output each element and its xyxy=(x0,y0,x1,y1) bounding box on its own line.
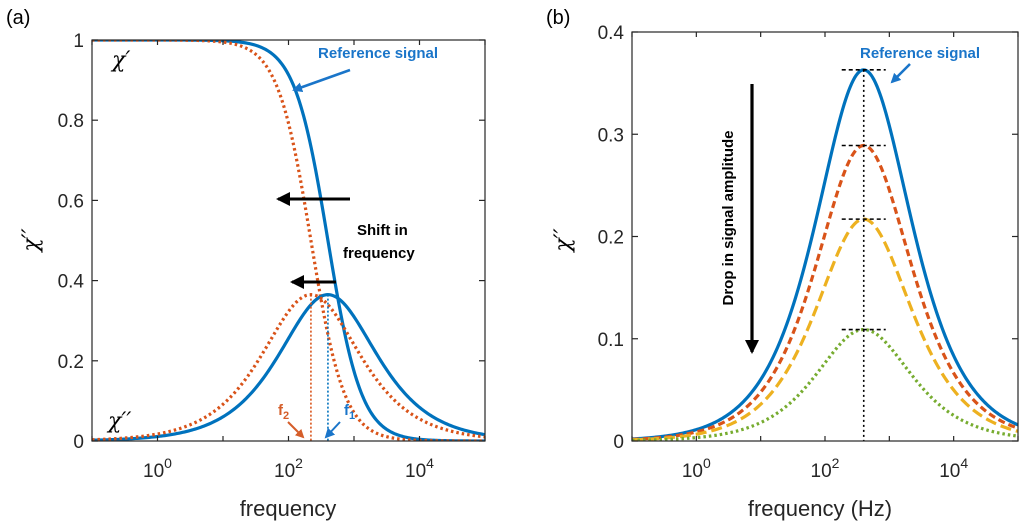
svg-text:f1: f1 xyxy=(344,402,355,422)
svg-text:f2: f2 xyxy=(278,402,289,422)
chi-imag-label: χ′′ xyxy=(106,409,131,434)
y-tick-label: 1 xyxy=(73,31,84,52)
amplitude-80-line xyxy=(632,143,1018,441)
panel-a-reference-arrow xyxy=(292,68,351,93)
x-tick-label: 100 xyxy=(143,455,172,482)
y-tick-label: 0.3 xyxy=(598,125,624,146)
panel-a-axes-box xyxy=(91,39,486,442)
shift-label-line1: Shift in xyxy=(357,222,408,239)
y-tick-label: 0.4 xyxy=(598,23,625,44)
f2-label: f2 xyxy=(278,402,289,422)
panel-a-series xyxy=(92,40,485,441)
y-tick-label: 0.6 xyxy=(58,191,84,212)
y-tick-label: 0.2 xyxy=(598,228,624,249)
panel-b-x-label: frequency (Hz) xyxy=(748,496,892,521)
panel-b-y-label: χ′′ xyxy=(551,228,576,253)
f1-arrow xyxy=(324,421,341,439)
panel-a: (a) 0 0.2 0.4 0.6 0.8 1 100 102 104 frequency χ… xyxy=(6,7,486,521)
panel-b-y-ticks: 0 0.1 0.2 0.3 0.4 xyxy=(598,23,1018,453)
panel-b-reference-arrow xyxy=(890,63,911,84)
x-tick-label: 102 xyxy=(274,455,303,482)
panel-a-y-label: χ′′ xyxy=(19,228,44,253)
chi-real-label: χ′ xyxy=(110,48,130,73)
panel-b: (b) 0 0.1 0.2 0.3 0.4 100 102 104 frequency (H… xyxy=(546,7,1019,521)
panel-b-series xyxy=(632,68,1018,441)
panel-a-x-label: frequency xyxy=(240,496,337,521)
peak-level-marks xyxy=(841,69,886,331)
x-tick-label: 102 xyxy=(811,455,840,482)
y-tick-label: 0.1 xyxy=(598,330,624,351)
amplitude-60-line xyxy=(632,217,1018,441)
y-tick-label: 0.8 xyxy=(58,111,84,132)
y-tick-label: 0.2 xyxy=(58,352,84,373)
f2-arrow xyxy=(287,421,305,439)
panel-a-reference-signal-label: Reference signal xyxy=(318,45,438,62)
chi-real-reference-line xyxy=(92,40,485,441)
y-tick-label: 0.4 xyxy=(58,272,85,293)
f1-label: f1 xyxy=(344,402,355,422)
panel-b-x-ticks: 100 102 104 xyxy=(631,32,1019,482)
panel-a-y-ticks: 0 0.2 0.4 0.6 0.8 1 xyxy=(58,31,485,453)
drop-label: Drop in signal amplitude xyxy=(720,130,737,305)
x-tick-label: 104 xyxy=(405,455,434,482)
panel-b-label: (b) xyxy=(546,7,570,29)
chi-real-shifted-line xyxy=(92,40,485,441)
y-tick-label: 0 xyxy=(73,432,84,453)
x-tick-label: 104 xyxy=(939,455,968,482)
y-tick-label: 0 xyxy=(613,432,624,453)
shift-label-line2: frequency xyxy=(343,245,415,262)
panel-a-label: (a) xyxy=(6,7,30,29)
panel-a-x-ticks: 100 102 104 xyxy=(91,40,486,482)
x-tick-label: 100 xyxy=(682,455,711,482)
panel-b-reference-signal-label: Reference signal xyxy=(860,45,980,62)
amplitude-100-line xyxy=(632,68,1018,441)
